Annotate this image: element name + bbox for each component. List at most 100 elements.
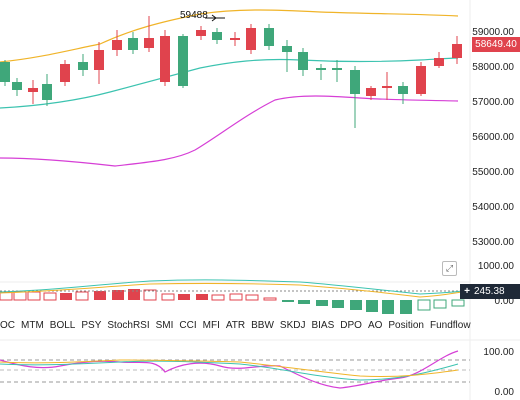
volume-axis-bottom: 0.00 xyxy=(494,296,514,307)
indicator-tab-dpo[interactable]: DPO xyxy=(340,320,362,331)
candle-body xyxy=(246,28,256,50)
osc-line-yellow xyxy=(0,359,459,378)
candles-group xyxy=(0,16,462,128)
candle-body xyxy=(452,44,462,58)
volume-value-badge[interactable]: +245.38 xyxy=(460,284,520,299)
indicator-tab-bias[interactable]: BIAS xyxy=(311,320,335,331)
indicator-tab-position[interactable]: Position xyxy=(388,320,424,331)
candle-body xyxy=(382,86,392,88)
volume-ma-line-1 xyxy=(0,279,463,295)
candle-body xyxy=(160,36,170,82)
candle-body xyxy=(178,36,188,86)
candle-body xyxy=(282,46,292,52)
candle-body xyxy=(434,58,444,66)
candle-body xyxy=(42,84,52,100)
candle-body xyxy=(28,88,38,92)
candle-body xyxy=(94,50,104,70)
osc-axis-top: 100.00 xyxy=(483,347,514,358)
candle-body xyxy=(78,62,88,70)
price-axis-label-58000: 58000.00 xyxy=(472,62,514,73)
volume-bar xyxy=(400,300,412,314)
volume-bar xyxy=(161,293,175,301)
volume-bar xyxy=(433,299,447,309)
candle-body xyxy=(366,88,376,96)
candle-body xyxy=(12,82,22,90)
volume-bar xyxy=(229,293,243,301)
expand-icon[interactable]: ⤢ xyxy=(442,261,457,276)
volume-bar xyxy=(178,294,190,300)
volume-bar xyxy=(211,294,225,301)
volume-bar xyxy=(298,300,310,304)
plus-icon[interactable]: + xyxy=(464,286,470,297)
indicator-tab-mfi[interactable]: MFI xyxy=(202,320,220,331)
indicator-tab-bbw[interactable]: BBW xyxy=(251,320,274,331)
candle-body xyxy=(398,86,408,94)
price-axis-label-53000: 53000.00 xyxy=(472,237,514,248)
mid-band-line xyxy=(0,57,459,109)
volume-bars xyxy=(0,289,465,314)
indicator-tab-smi[interactable]: SMI xyxy=(155,320,174,331)
candle-body xyxy=(144,38,154,48)
current-price-badge: 58649.40 xyxy=(472,37,520,52)
upper-band-line xyxy=(0,9,459,63)
osc-axis-bottom: 0.00 xyxy=(494,387,514,398)
osc-line-teal xyxy=(0,360,459,381)
volume-bar xyxy=(350,300,362,310)
price-axis-label-57000: 57000.00 xyxy=(472,97,514,108)
price-axis-label-59000: 59000.00 xyxy=(472,27,514,38)
volume-bar xyxy=(75,291,89,301)
indicator-tab-ao[interactable]: AO xyxy=(367,320,383,331)
candle-body xyxy=(212,32,222,40)
volume-ma-line-2 xyxy=(0,282,463,298)
indicator-tab-bar: OC MTM BOLL PSY StochRSI SMI CCI MFI ATR BBW SKDJ B… xyxy=(0,320,471,334)
candle-body xyxy=(112,40,122,50)
volume-bar xyxy=(13,291,27,301)
candle-body xyxy=(416,66,426,94)
volume-bar xyxy=(245,294,259,301)
volume-bar xyxy=(143,289,157,301)
indicator-tab-skdj[interactable]: SKDJ xyxy=(279,320,306,331)
indicator-tab-mtm[interactable]: MTM xyxy=(21,320,44,331)
volume-bar xyxy=(366,300,378,312)
candle-body xyxy=(350,70,360,94)
volume-value: 245.38 xyxy=(474,286,505,297)
volume-bar xyxy=(282,300,294,302)
candle-body xyxy=(196,30,206,36)
high-price-marker: 59488 xyxy=(180,10,208,21)
candle-body xyxy=(60,64,70,82)
price-axis-label-56000: 56000.00 xyxy=(472,132,514,143)
candle-body xyxy=(298,52,308,70)
indicator-tab-fundflow[interactable]: Fundflow xyxy=(429,320,471,331)
volume-bar xyxy=(60,293,72,300)
volume-bar xyxy=(112,290,124,300)
lower-band-line xyxy=(0,95,459,167)
osc-line-magenta xyxy=(0,350,459,389)
volume-bar xyxy=(451,299,465,307)
volume-bar xyxy=(128,289,140,300)
volume-bar xyxy=(382,300,394,314)
volume-bar xyxy=(27,291,41,301)
indicator-tab-psy[interactable]: PSY xyxy=(81,320,102,331)
candle-body xyxy=(316,68,326,70)
indicator-tab-atr[interactable]: ATR xyxy=(225,320,246,331)
volume-bar xyxy=(263,297,277,301)
candle-body xyxy=(332,68,342,70)
volume-bar xyxy=(417,299,431,311)
candle-body xyxy=(264,28,274,46)
indicator-tab-boll[interactable]: BOLL xyxy=(49,320,76,331)
price-axis-label-55000: 55000.00 xyxy=(472,167,514,178)
volume-bar xyxy=(316,300,328,306)
candle-body xyxy=(230,38,240,40)
volume-bar xyxy=(332,300,344,308)
price-axis-label-54000: 54000.00 xyxy=(472,202,514,213)
candle-body xyxy=(0,62,10,82)
volume-axis-top: 1000.00 xyxy=(477,261,514,272)
indicator-tab-stochrsi[interactable]: StochRSI xyxy=(107,320,150,331)
volume-bar xyxy=(43,292,57,301)
volume-bar xyxy=(94,291,106,300)
indicator-tab-cci[interactable]: CCI xyxy=(179,320,197,331)
volume-bar xyxy=(196,294,208,300)
candle-body xyxy=(128,38,138,50)
indicator-tab-oc[interactable]: OC xyxy=(0,320,15,331)
